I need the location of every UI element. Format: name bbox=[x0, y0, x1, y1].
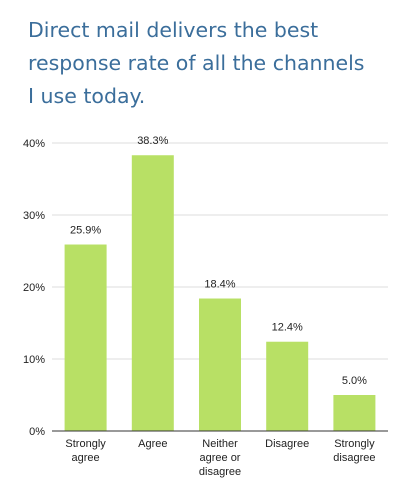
x-tick-label-line: Agree bbox=[138, 438, 167, 450]
x-tick-label-line: agree bbox=[72, 452, 100, 464]
x-tick-label: Disagree bbox=[265, 438, 309, 450]
chart-title: Direct mail delivers the best response r… bbox=[28, 14, 398, 113]
bar bbox=[131, 155, 174, 432]
bar bbox=[64, 244, 107, 431]
x-tick-label: Agree bbox=[138, 438, 167, 450]
y-tick-label: 40% bbox=[23, 138, 45, 150]
x-tick-label: Strongly agree bbox=[65, 438, 106, 464]
gridlines bbox=[52, 142, 388, 360]
data-label: 5.0% bbox=[342, 375, 367, 387]
bar bbox=[333, 395, 376, 431]
chart-title-line-1: Direct mail delivers the best bbox=[28, 18, 319, 42]
y-tick-label: 10% bbox=[23, 354, 45, 366]
data-label: 25.9% bbox=[70, 225, 101, 237]
x-tick-label-line: Neither bbox=[202, 438, 238, 450]
y-tick-label: 20% bbox=[23, 282, 45, 294]
x-tick-label-line: Strongly bbox=[334, 438, 375, 450]
labels: 0% 10% 20% 30% 40% 25.9% Strongly agree 38.3% Agr… bbox=[23, 135, 376, 478]
data-label: 18.4% bbox=[204, 279, 235, 291]
chart-title-line-2: response rate of all the channels bbox=[28, 51, 365, 75]
x-tick-label: Neither agree or disagree bbox=[199, 438, 241, 478]
data-label: 38.3% bbox=[137, 135, 168, 147]
y-tick-label: 30% bbox=[23, 210, 45, 222]
x-tick-label-line: Strongly bbox=[65, 438, 106, 450]
bars bbox=[64, 155, 376, 432]
bar bbox=[266, 341, 309, 431]
x-tick-label-line: disagree bbox=[199, 466, 241, 478]
bar bbox=[199, 298, 241, 431]
x-tick-label-line: disagree bbox=[333, 452, 375, 464]
x-tick-label-line: Disagree bbox=[265, 438, 309, 450]
chart-title-line-3: I use today. bbox=[28, 84, 146, 108]
y-tick-label: 0% bbox=[29, 426, 45, 438]
data-label: 12.4% bbox=[272, 322, 303, 334]
x-tick-label: Strongly disagree bbox=[333, 438, 375, 464]
x-tick-label-line: agree or bbox=[200, 452, 241, 464]
